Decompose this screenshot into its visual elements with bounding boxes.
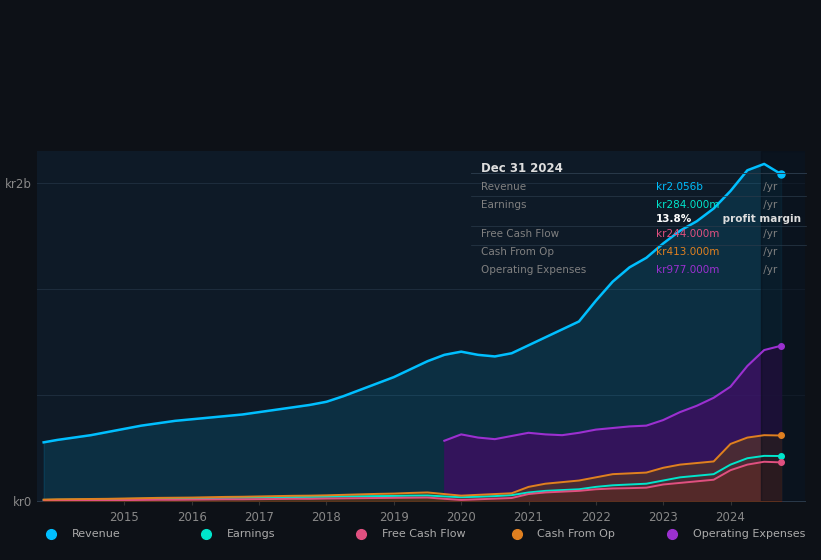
Text: Revenue: Revenue <box>481 182 526 192</box>
Text: kr244.000m: kr244.000m <box>656 229 719 239</box>
Text: Dec 31 2024: Dec 31 2024 <box>481 162 563 175</box>
Text: Free Cash Flow: Free Cash Flow <box>481 229 559 239</box>
Text: /yr: /yr <box>760 265 777 275</box>
Text: /yr: /yr <box>760 247 777 257</box>
Text: /yr: /yr <box>760 182 777 192</box>
Text: Free Cash Flow: Free Cash Flow <box>383 529 466 539</box>
Text: 13.8%: 13.8% <box>656 214 692 224</box>
Text: kr2.056b: kr2.056b <box>656 182 703 192</box>
Text: kr284.000m: kr284.000m <box>656 199 719 209</box>
Text: Operating Expenses: Operating Expenses <box>481 265 586 275</box>
Text: Earnings: Earnings <box>481 199 527 209</box>
Text: Cash From Op: Cash From Op <box>538 529 615 539</box>
Text: profit margin: profit margin <box>718 214 800 224</box>
Text: kr413.000m: kr413.000m <box>656 247 719 257</box>
Text: Earnings: Earnings <box>227 529 276 539</box>
Text: /yr: /yr <box>760 229 777 239</box>
Text: Revenue: Revenue <box>72 529 121 539</box>
Text: Cash From Op: Cash From Op <box>481 247 554 257</box>
Text: kr977.000m: kr977.000m <box>656 265 719 275</box>
Text: Operating Expenses: Operating Expenses <box>693 529 805 539</box>
Bar <box>761 151 808 501</box>
Text: /yr: /yr <box>760 199 777 209</box>
